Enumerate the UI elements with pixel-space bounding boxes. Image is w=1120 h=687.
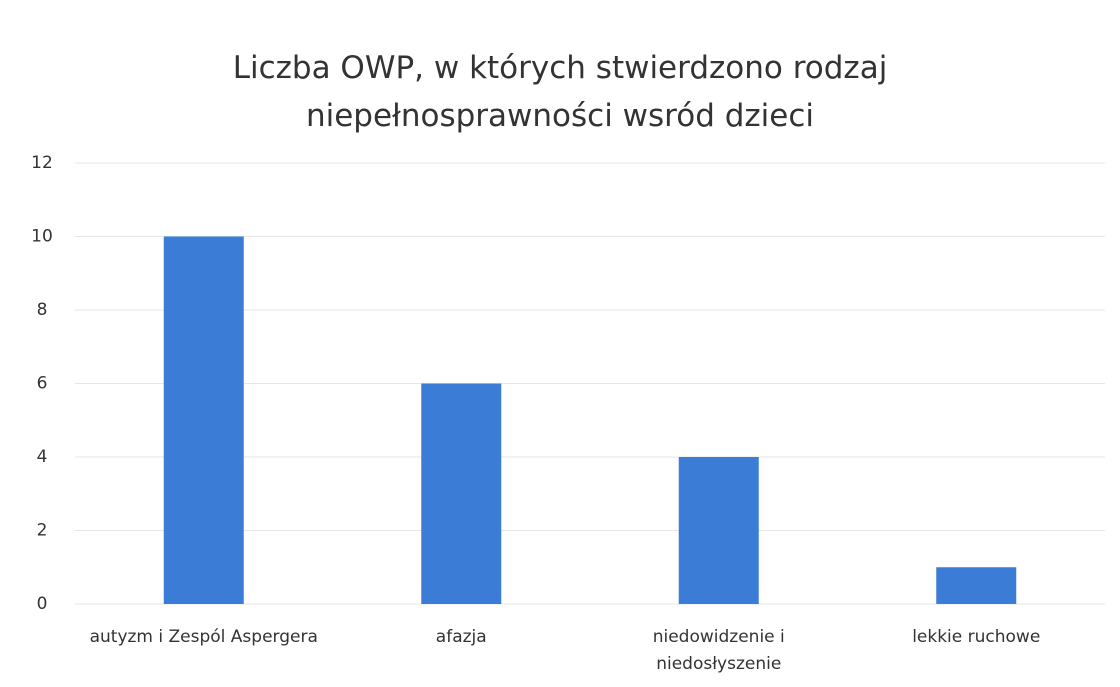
y-tick-label: 10 [31, 227, 53, 247]
y-tick-label: 8 [37, 300, 48, 320]
y-tick-label: 6 [37, 374, 48, 394]
y-tick-label: 2 [37, 521, 48, 541]
x-tick-label: autyzm i Zespól Aspergera [89, 627, 318, 647]
y-tick-label: 0 [37, 594, 48, 614]
x-tick-label: afazja [435, 627, 487, 647]
y-tick-label: 12 [31, 153, 53, 173]
bar [936, 567, 1017, 604]
x-tick-label: niedowidzenie i niedosłyszenie [652, 627, 785, 674]
chart-title: Liczba OWP, w których stwierdzono rodzaj… [232, 50, 888, 134]
x-tick-label: lekkie ruchowe [912, 627, 1041, 647]
bar [163, 236, 244, 604]
bar [421, 383, 502, 604]
bar [678, 457, 759, 604]
y-tick-label: 4 [37, 447, 48, 467]
